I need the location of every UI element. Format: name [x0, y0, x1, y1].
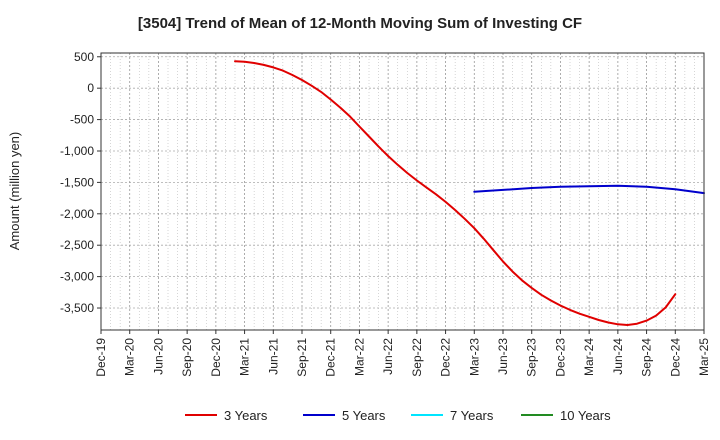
y-axis-label: Amount (million yen): [7, 132, 22, 251]
y-tick-label: -500: [70, 113, 94, 127]
y-tick-label: -1,000: [60, 144, 94, 158]
x-tick-label: Mar-24: [582, 338, 596, 376]
x-tick-label: Sep-20: [180, 338, 194, 377]
x-tick-label: Jun-23: [496, 338, 510, 375]
x-tick-label: Sep-22: [410, 338, 424, 377]
x-tick-label: Jun-22: [381, 338, 395, 375]
x-tick-label: Dec-22: [439, 338, 453, 377]
x-tick-label: Jun-20: [151, 338, 165, 375]
x-tick-label: Jun-21: [266, 338, 280, 375]
x-tick-label: Dec-20: [209, 338, 223, 377]
legend-label-7-years: 7 Years: [450, 408, 494, 423]
x-tick-label: Jun-24: [611, 338, 625, 375]
plot-background: [101, 53, 704, 330]
legend-label-10-years: 10 Years: [560, 408, 611, 423]
x-tick-label: Mar-23: [467, 338, 481, 376]
plot-area: [100, 52, 705, 331]
y-tick-label: -1,500: [60, 175, 94, 189]
x-tick-label: Mar-21: [238, 338, 252, 376]
x-tick-label: Mar-20: [123, 338, 137, 376]
y-axis: 500 0 -500 -1,000 -1,500 -2,000 -2,500 -3,000 -3…: [60, 50, 101, 315]
x-tick-label: Dec-19: [94, 338, 108, 377]
plot-border: [100, 52, 705, 331]
x-tick-label: Sep-21: [295, 338, 309, 377]
x-tick-label: Mar-25: [697, 338, 711, 376]
x-tick-label: Mar-22: [352, 338, 366, 376]
x-tick-label: Dec-21: [324, 338, 338, 377]
x-axis: Dec-19 Mar-20 Jun-20 Sep-20 Dec-20 Mar-21 Jun-…: [94, 330, 711, 377]
legend-label-5-years: 5 Years: [342, 408, 386, 423]
x-tick-label: Dec-23: [553, 338, 567, 377]
series-line-5-years: [473, 184, 705, 195]
y-tick-label: -3,500: [60, 301, 94, 315]
series-line-3-years: [234, 60, 677, 326]
grid-layer: [100, 53, 705, 330]
legend-label-3-years: 3 Years: [224, 408, 268, 423]
legend: 3 Years 5 Years 7 Years 10 Years: [185, 408, 611, 423]
y-tick-label: 0: [87, 81, 94, 95]
x-tick-label: Dec-24: [668, 338, 682, 377]
x-tick-label: Sep-23: [525, 338, 539, 377]
series-layer: [234, 60, 705, 326]
x-tick-label: Sep-24: [640, 338, 654, 377]
y-tick-label: 500: [74, 50, 94, 64]
chart-title: [3504] Trend of Mean of 12-Month Moving …: [138, 15, 582, 32]
y-tick-label: -2,500: [60, 238, 94, 252]
y-tick-label: -2,000: [60, 207, 94, 221]
y-tick-label: -3,000: [60, 270, 94, 284]
